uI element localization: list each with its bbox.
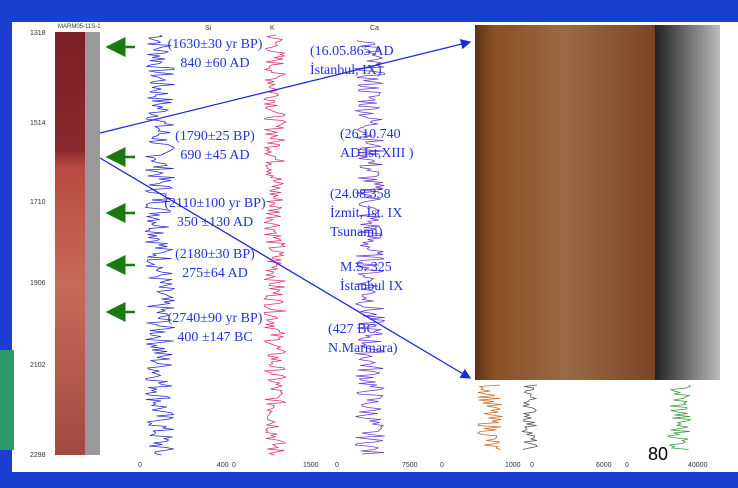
track-max: 40000 bbox=[688, 462, 708, 469]
track-name: K bbox=[270, 25, 275, 32]
depth-label: 1318 bbox=[30, 30, 46, 37]
event-label: (26.10.740 bbox=[340, 127, 401, 142]
track-name: Si bbox=[205, 25, 212, 32]
depth-label: 1710 bbox=[30, 199, 46, 206]
dating-label: 840 ±60 AD bbox=[180, 56, 249, 71]
event-label: İstanbul, IX) bbox=[310, 62, 382, 78]
core-xray bbox=[85, 32, 100, 455]
event-label: (427 BC bbox=[328, 322, 376, 337]
depth-label: 2298 bbox=[30, 452, 46, 459]
track-min: 0 bbox=[625, 462, 629, 469]
page-number: 80 bbox=[648, 444, 668, 464]
dating-label: (1630±30 yr BP) bbox=[168, 37, 263, 52]
track-name: Ca bbox=[370, 25, 379, 32]
event-label: İstanbul IX bbox=[340, 278, 403, 294]
track-min: 0 bbox=[232, 462, 236, 469]
dating-label: (2740±90 yr BP) bbox=[168, 311, 263, 326]
track-min: 0 bbox=[335, 462, 339, 469]
depth-label: 1514 bbox=[30, 120, 46, 127]
dating-label: 275±64 AD bbox=[182, 266, 248, 281]
dating-label: 690 ±45 AD bbox=[180, 148, 249, 163]
dating-label: 350 ±130 AD bbox=[177, 215, 253, 230]
track-max: 400 bbox=[217, 462, 229, 469]
slide: MARM05-11S-1 1318 1514 1710 1906 2102 2298 Si 0… bbox=[0, 0, 738, 488]
event-label: M.S. 325 bbox=[340, 260, 392, 275]
dating-label: (1790±25 BP) bbox=[175, 129, 255, 144]
track-min: 0 bbox=[530, 462, 534, 469]
event-label: İzmit, İst. IX bbox=[330, 205, 402, 221]
core-label: MARM05-11S-1 bbox=[58, 24, 101, 30]
depth-label: 2102 bbox=[30, 362, 46, 369]
track-min: 0 bbox=[138, 462, 142, 469]
event-label: (24.08.358 bbox=[330, 187, 391, 202]
dating-label: (2180±30 BP) bbox=[175, 247, 255, 262]
logo bbox=[0, 350, 14, 450]
track-max: 7500 bbox=[402, 462, 418, 469]
event-label: (16.05.865 AD bbox=[310, 44, 394, 59]
event-label: Tsunami) bbox=[330, 225, 383, 240]
track-min: 0 bbox=[440, 462, 444, 469]
track-max: 6000 bbox=[596, 462, 612, 469]
core-photo bbox=[475, 25, 655, 380]
core-strip bbox=[55, 32, 85, 455]
depth-label: 1906 bbox=[30, 280, 46, 287]
track-max: 1500 bbox=[303, 462, 319, 469]
dating-label: (2110±100 yr BP) bbox=[164, 196, 266, 211]
core-photo-xray bbox=[655, 25, 720, 380]
event-label: N.Marmara) bbox=[328, 341, 398, 356]
event-label: AD Ist,XIII ) bbox=[340, 146, 414, 161]
dating-label: 400 ±147 BC bbox=[177, 330, 252, 345]
track-max: 1000 bbox=[505, 462, 521, 469]
